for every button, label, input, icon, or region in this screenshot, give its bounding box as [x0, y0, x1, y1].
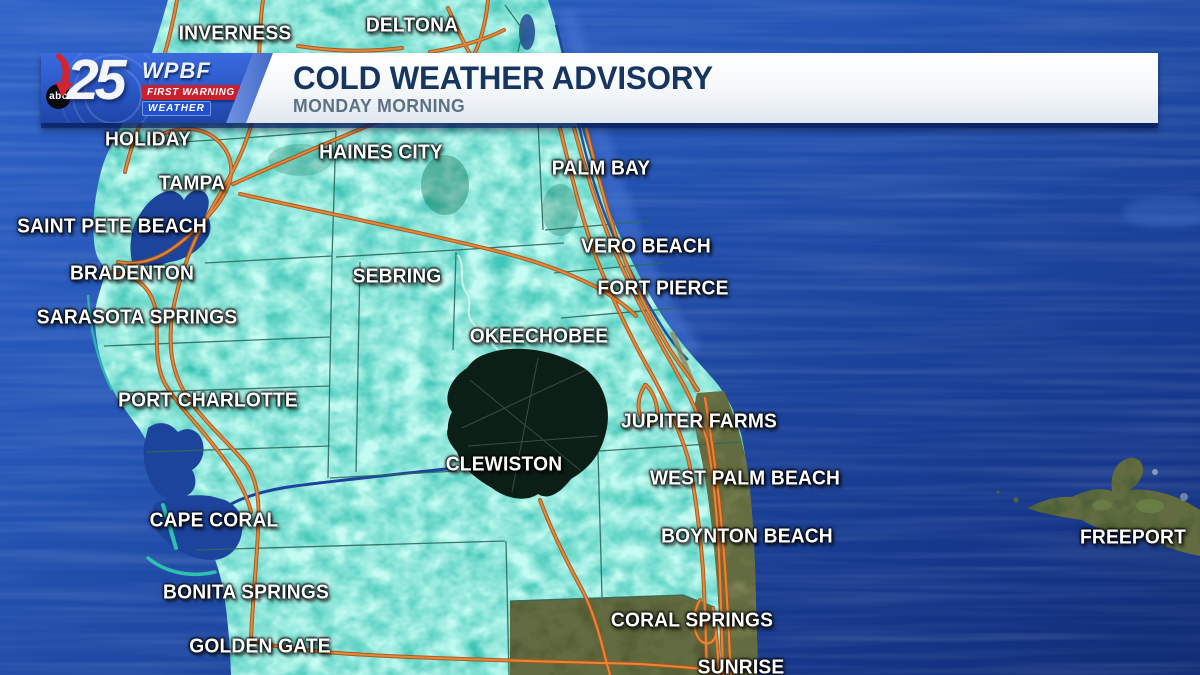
header-banner: abc 25 WPBF FIRST WARNING WEATHER COLD W… [41, 53, 1158, 128]
first-warning-badge: FIRST WARNING [142, 85, 240, 100]
advisory-subtitle: MONDAY MORNING [293, 95, 466, 116]
channel-number: 25 [67, 53, 123, 112]
highways [110, 0, 733, 675]
lake-okeechobee [447, 348, 608, 499]
advisory-banner: COLD WEATHER ADVISORY MONDAY MORNING [246, 53, 1158, 123]
pine-island [161, 503, 178, 550]
weather-badge: WEATHER [142, 101, 211, 116]
red-swoosh-icon [41, 53, 75, 97]
advisory-title: COLD WEATHER ADVISORY [293, 59, 713, 96]
sanibel-island [146, 556, 217, 577]
charlotte-harbor [143, 423, 204, 499]
st-johns-river [519, 14, 535, 50]
station-logo: abc 25 WPBF FIRST WARNING WEATHER [41, 53, 253, 123]
kissimmee-river [457, 254, 499, 351]
station-call-letters: WPBF [142, 58, 211, 83]
longboat-key [86, 294, 114, 391]
non-advisory-land [510, 331, 1200, 675]
